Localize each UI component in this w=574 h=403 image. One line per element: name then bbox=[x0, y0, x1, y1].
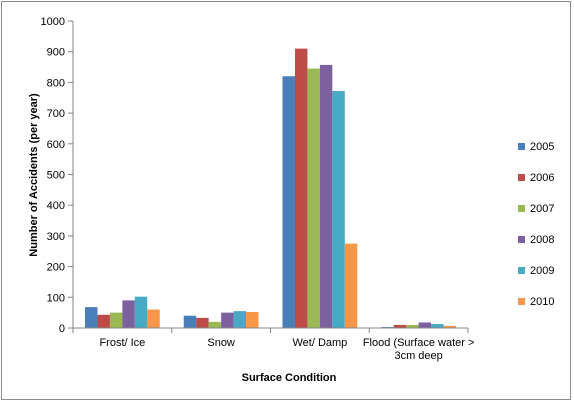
legend-swatch-2010 bbox=[518, 298, 525, 305]
bar-2007-0 bbox=[109, 312, 123, 328]
y-axis: 0 100 200 300 400 500 600 700 800 900 1000 bbox=[41, 16, 74, 335]
bar-2007-1 bbox=[208, 321, 222, 328]
legend-label-2005: 2005 bbox=[530, 141, 554, 153]
x-tick-label: Snow bbox=[207, 337, 235, 349]
y-tick-label: 700 bbox=[47, 108, 65, 120]
legend-label-2009: 2009 bbox=[530, 265, 554, 277]
y-tick-label: 800 bbox=[47, 77, 65, 89]
x-axis: Frost/ Ice Snow Wet/ Damp Flood (Surface wa… bbox=[72, 327, 475, 362]
bar-2006-0 bbox=[97, 314, 110, 328]
legend-swatch-2009 bbox=[518, 267, 525, 274]
legend-swatch-2008 bbox=[518, 236, 525, 243]
bars bbox=[85, 48, 456, 329]
y-tick-label: 100 bbox=[47, 292, 65, 304]
bar-2009-3 bbox=[431, 324, 444, 328]
y-tick-label: 900 bbox=[47, 47, 65, 59]
y-axis-title: Number of Accidents (per year) bbox=[28, 93, 40, 257]
bar-2009-0 bbox=[134, 296, 148, 328]
bar-2010-0 bbox=[147, 309, 160, 328]
bar-2005-1 bbox=[183, 315, 197, 328]
bar-2008-2 bbox=[319, 64, 333, 328]
y-tick-label: 0 bbox=[59, 323, 65, 335]
legend-label-2007: 2007 bbox=[530, 203, 554, 215]
bar-2007-2 bbox=[307, 68, 320, 329]
bar-2009-1 bbox=[233, 311, 247, 328]
legend-swatch-2006 bbox=[518, 174, 525, 181]
y-tick-label: 200 bbox=[47, 262, 65, 274]
bar-2005-0 bbox=[85, 307, 98, 328]
bar-2010-2 bbox=[344, 243, 358, 328]
bar-2010-1 bbox=[246, 312, 259, 328]
y-tick-label: 500 bbox=[47, 170, 65, 182]
x-axis-title: Surface Condition bbox=[242, 372, 337, 384]
x-tick-label: Wet/ Damp bbox=[292, 337, 347, 349]
legend-swatch-2007 bbox=[518, 205, 525, 212]
y-tick-label: 600 bbox=[47, 139, 65, 151]
legend-label-2010: 2010 bbox=[530, 296, 554, 308]
bar-2009-2 bbox=[332, 90, 345, 328]
bar-2008-0 bbox=[122, 300, 135, 328]
x-tick-label: Flood (Surface water > bbox=[363, 337, 475, 349]
legend: 2005 2006 2007 2008 2009 2010 bbox=[518, 141, 554, 308]
bar-2006-1 bbox=[196, 317, 209, 328]
legend-label-2006: 2006 bbox=[530, 172, 554, 184]
x-tick-label: Frost/ Ice bbox=[99, 337, 145, 349]
bar-2007-3 bbox=[406, 324, 419, 328]
legend-label-2008: 2008 bbox=[530, 234, 554, 246]
y-tick-label: 1000 bbox=[41, 16, 65, 28]
bar-2006-2 bbox=[294, 48, 308, 328]
y-tick-label: 300 bbox=[47, 231, 65, 243]
bar-2010-3 bbox=[443, 325, 456, 328]
bar-2005-2 bbox=[282, 76, 295, 328]
x-tick-label: 3cm deep bbox=[394, 350, 442, 362]
y-tick-label: 400 bbox=[47, 200, 65, 212]
bar-2008-3 bbox=[418, 322, 432, 328]
legend-swatch-2005 bbox=[518, 143, 525, 150]
bar-2006-3 bbox=[393, 324, 407, 328]
bar-2008-1 bbox=[221, 312, 234, 328]
